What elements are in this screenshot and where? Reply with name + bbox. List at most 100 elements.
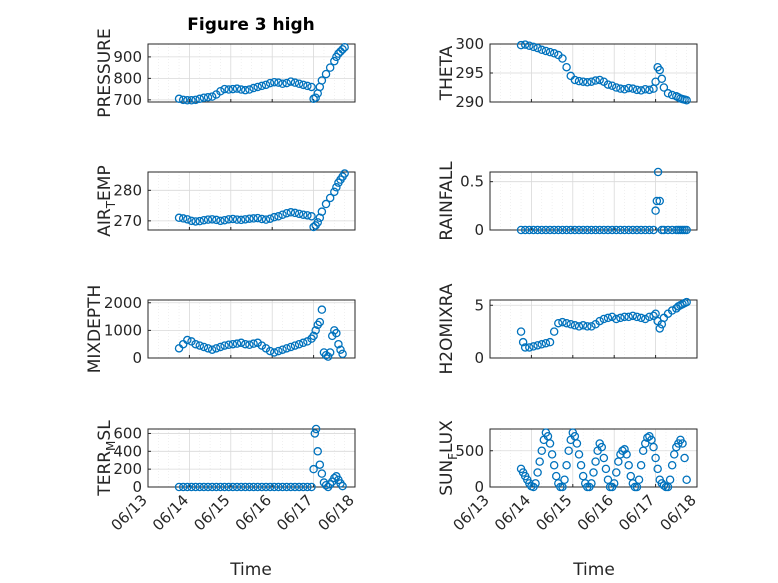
- data-point: [624, 460, 633, 470]
- data-point: [298, 80, 308, 90]
- data-point: [224, 340, 233, 349]
- data-point: [278, 482, 287, 492]
- y-tick-label: 295: [455, 64, 484, 82]
- data-point: [537, 340, 547, 349]
- data-point: [595, 75, 604, 85]
- data-point: [574, 450, 584, 459]
- data-point: [236, 215, 246, 225]
- data-point: [183, 335, 192, 345]
- data-point: [558, 54, 567, 63]
- y-tick-label: 0: [132, 349, 142, 367]
- data-point: [282, 78, 291, 88]
- data-point: [261, 482, 271, 492]
- data-point: [533, 225, 542, 235]
- data-point: [612, 468, 621, 477]
- data-point: [533, 341, 542, 350]
- data-point: [174, 94, 184, 104]
- data-point: [583, 225, 592, 235]
- data-point: [541, 46, 551, 56]
- data-point: [253, 82, 262, 92]
- data-point: [317, 76, 327, 85]
- data-point: [232, 215, 242, 224]
- data-point: [578, 77, 588, 86]
- data-point: [303, 81, 312, 91]
- data-point: [574, 225, 584, 235]
- data-point: [212, 215, 221, 225]
- data-point: [659, 83, 669, 92]
- data-point: [628, 84, 638, 93]
- data-point: [332, 328, 341, 338]
- y-axis-label: RAINFALL: [437, 161, 457, 241]
- data-point: [665, 475, 675, 484]
- data-point: [207, 345, 217, 354]
- data-point: [278, 345, 287, 354]
- data-point: [290, 208, 300, 218]
- data-point: [249, 214, 258, 223]
- data-point: [545, 225, 555, 235]
- x-axis-label-left: Time: [229, 560, 272, 580]
- data-point: [620, 445, 629, 454]
- data-point: [520, 40, 530, 49]
- data-point: [270, 482, 279, 492]
- data-point: [265, 346, 275, 356]
- data-point: [265, 482, 275, 492]
- data-point: [620, 84, 629, 94]
- data-point: [537, 45, 547, 55]
- data-point: [531, 479, 540, 488]
- data-point: [566, 320, 575, 329]
- data-point: [649, 311, 658, 321]
- data-point: [338, 349, 347, 359]
- data-point: [624, 312, 633, 322]
- data-point: [518, 337, 528, 347]
- data-point: [224, 85, 233, 94]
- data-point: [667, 306, 677, 315]
- y-tick-label: 900: [113, 48, 142, 66]
- data-point: [220, 341, 229, 350]
- data-point: [325, 193, 335, 203]
- data-point: [338, 45, 347, 54]
- data-point: [634, 475, 644, 484]
- data-point: [315, 460, 325, 469]
- data-point: [663, 89, 673, 98]
- y-axis-label: THETA: [437, 45, 457, 101]
- data-point: [520, 343, 530, 352]
- data-point: [286, 482, 296, 492]
- data-point: [682, 225, 691, 235]
- data-point: [298, 338, 308, 348]
- data-point: [317, 469, 327, 478]
- data-point: [516, 225, 526, 235]
- data-point: [257, 81, 267, 91]
- data-point: [636, 86, 646, 95]
- data-point: [641, 314, 650, 324]
- data-point: [587, 77, 596, 86]
- data-point: [257, 214, 267, 224]
- data-point: [616, 225, 625, 235]
- data-point: [274, 212, 283, 221]
- data-point: [620, 312, 629, 322]
- data-point: [336, 345, 345, 354]
- data-point: [228, 214, 238, 224]
- data-point: [560, 475, 569, 484]
- data-point: [270, 77, 279, 87]
- y-tick-label: 500: [455, 442, 484, 460]
- data-point: [313, 447, 322, 456]
- data-point: [516, 327, 526, 336]
- data-point: [191, 482, 200, 492]
- data-point: [278, 79, 287, 88]
- data-point: [332, 183, 341, 192]
- data-point: [325, 63, 335, 72]
- data-point: [554, 318, 563, 328]
- data-point: [207, 215, 217, 224]
- data-point: [307, 482, 316, 492]
- data-point: [636, 225, 646, 235]
- data-point: [529, 342, 538, 351]
- data-point: [286, 77, 296, 86]
- data-point: [562, 460, 571, 470]
- data-point: [595, 225, 604, 235]
- data-point: [313, 218, 322, 227]
- data-point: [286, 342, 296, 352]
- data-point: [309, 464, 318, 474]
